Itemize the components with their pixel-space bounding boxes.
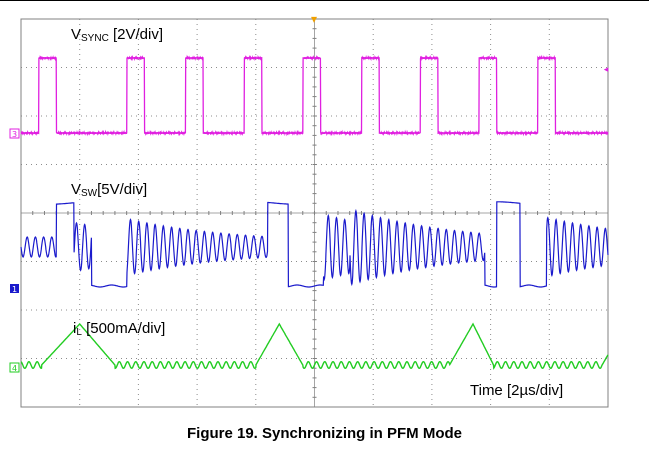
plot-traces bbox=[20, 54, 609, 370]
vsw-trace bbox=[20, 201, 609, 288]
plot-grid bbox=[21, 19, 608, 407]
il-label-name: i bbox=[73, 320, 77, 337]
page-top-rule bbox=[0, 0, 649, 1]
time-scale-label: Time [2µs/div] bbox=[467, 382, 567, 399]
vsync-label-scale: [2V/div] bbox=[112, 26, 164, 43]
channel-1-marker-icon bbox=[10, 284, 19, 293]
channel-4-marker-icon bbox=[9, 362, 20, 373]
channel-1-marker-label: 1 bbox=[12, 285, 17, 294]
vsync-label-name: V bbox=[71, 26, 82, 43]
vsync-trace bbox=[20, 54, 609, 137]
vsw-label-sub: SW bbox=[81, 188, 98, 199]
il-label-sub: L bbox=[76, 327, 82, 338]
il-trace bbox=[20, 322, 609, 370]
vsw-label-name: V bbox=[71, 181, 82, 198]
vsw-channel-label: VSW[5V/div] bbox=[71, 182, 147, 199]
vsync-channel-label: VSYNC [2V/div] bbox=[71, 27, 163, 44]
right-edge-marker-icon: ◂ bbox=[604, 65, 609, 75]
channel-4-marker-label: 4 bbox=[12, 364, 17, 373]
figure-caption: Figure 19. Synchronizing in PFM Mode bbox=[186, 425, 463, 442]
trigger-arrow-icon: ▾ bbox=[311, 12, 317, 26]
il-label-scale: [500mA/div] bbox=[86, 320, 166, 337]
vsync-label-sub: SYNC bbox=[81, 33, 109, 44]
channel-3-marker-icon bbox=[9, 128, 20, 139]
vsw-label-scale: [5V/div] bbox=[97, 181, 148, 198]
il-channel-label: iL [500mA/div] bbox=[73, 321, 165, 338]
channel-markers: ▾ 3 1 4 ◂ bbox=[9, 12, 609, 373]
channel-3-marker-label: 3 bbox=[12, 130, 17, 139]
